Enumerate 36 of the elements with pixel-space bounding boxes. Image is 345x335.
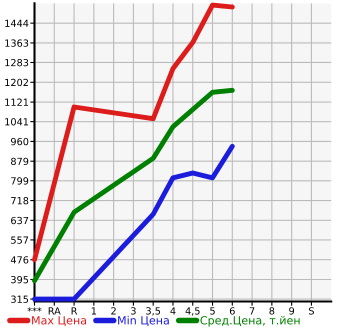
x-tick-label: 2 xyxy=(111,307,116,314)
x-tick-label: 1 xyxy=(92,307,96,314)
x-tick-label: S xyxy=(308,307,314,315)
y-tick-label: 395 xyxy=(11,276,28,284)
x-tick-label: 3,5 xyxy=(146,307,160,316)
y-tick-label: 1444 xyxy=(5,20,28,27)
line-series xyxy=(32,144,235,302)
legend-label: Min Цена xyxy=(118,316,169,326)
x-tick-label: 3 xyxy=(131,307,136,315)
y-tick-label: 960 xyxy=(11,138,28,146)
x-tick-label: RA xyxy=(48,307,61,314)
y-tick-label: 1121 xyxy=(5,98,28,106)
y-tick-label: 557 xyxy=(11,236,28,244)
x-tick-label: 4 xyxy=(170,307,176,314)
x-tick-label: 4,5 xyxy=(185,307,200,316)
x-tick-label: R xyxy=(72,307,78,314)
y-tick-label: 1041 xyxy=(5,118,28,126)
y-tick-label: 1283 xyxy=(5,58,28,66)
y-tick-label: 476 xyxy=(10,256,28,264)
line-series xyxy=(32,88,235,284)
x-tick-label: 7 xyxy=(250,307,254,314)
legend-label: Max Цена xyxy=(32,316,86,326)
y-tick-label: 879 xyxy=(11,158,28,166)
y-tick-label: 799 xyxy=(11,177,28,185)
line-series xyxy=(32,2,235,262)
y-tick-label: 718 xyxy=(11,197,28,204)
x-tick-label: *** xyxy=(28,307,42,312)
x-tick-label: 5 xyxy=(210,307,215,315)
y-tick-label: 1202 xyxy=(5,78,28,86)
x-tick-label: 9 xyxy=(289,307,294,315)
x-tick-label: 6 xyxy=(230,307,235,315)
legend-label: Сред.Цена, т.йен xyxy=(200,316,300,327)
x-tick-label: 8 xyxy=(269,307,274,315)
y-tick-label: 315 xyxy=(11,296,28,303)
y-tick-label: 637 xyxy=(11,216,28,224)
y-tick-label: 1363 xyxy=(5,39,28,47)
